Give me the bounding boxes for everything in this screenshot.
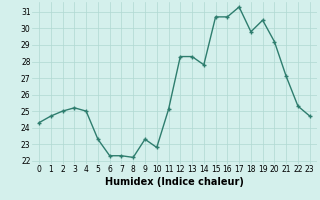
X-axis label: Humidex (Indice chaleur): Humidex (Indice chaleur) bbox=[105, 177, 244, 187]
